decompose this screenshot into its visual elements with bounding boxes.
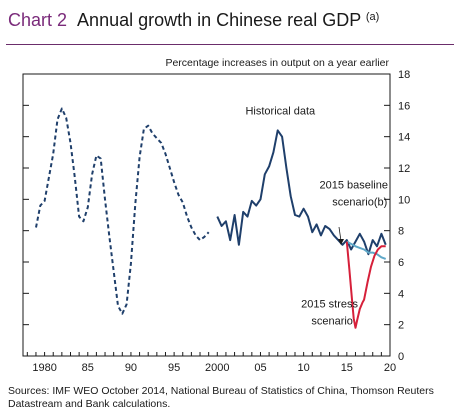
x-tick-label: 15	[341, 362, 353, 374]
x-tick-label: 10	[298, 362, 310, 374]
baseline-label-2: scenario(b)	[332, 197, 387, 209]
baseline-arrow	[338, 226, 342, 242]
title-footnote-marker: (a)	[365, 11, 380, 23]
sources-note: Sources: IMF WEO October 2014, National …	[8, 385, 434, 410]
baseline-label: 2015 baseline	[319, 179, 388, 191]
y-tick-label: 4	[398, 288, 404, 300]
x-axis: 1980 85 90 95 2000 05 10 15 20	[26, 352, 396, 374]
y-tick-label: 0	[398, 351, 404, 363]
x-tick-label: 2000	[205, 362, 229, 374]
y-tick-label: 14	[398, 132, 410, 144]
y-tick-label: 16	[398, 100, 410, 112]
x-tick-label: 95	[168, 362, 180, 374]
stress-label-2: scenario	[311, 316, 353, 328]
x-tick-label: 1980	[32, 362, 56, 374]
chart-title: Chart 2 Annual growth in Chinese real GD…	[8, 10, 379, 31]
historical-label: Historical data	[245, 106, 316, 118]
y-axis-label: Percentage increases in output on a year…	[165, 57, 389, 69]
x-tick-label: 20	[384, 362, 396, 374]
x-tick-label: 05	[254, 362, 266, 374]
chart-title-text: Annual growth in Chinese real GDP	[77, 10, 361, 30]
plot-frame	[22, 73, 391, 357]
y-tick-label: 12	[398, 163, 410, 175]
stress-label: 2015 stress	[301, 298, 358, 310]
baseline-arrowhead	[338, 239, 344, 245]
chart-number: Chart 2	[8, 10, 68, 30]
x-tick-label: 85	[82, 362, 94, 374]
y-tick-label: 6	[398, 257, 404, 269]
annotations: Historical data 2015 baseline scenario(b) 2…	[245, 106, 388, 328]
title-bar: Chart 2 Annual growth in Chinese real GD…	[6, 6, 454, 45]
series-group	[35, 107, 387, 329]
historical-dashed-line	[35, 107, 210, 315]
y-axis: 0 2 4 6 8 10 12 14 16 18	[23, 69, 410, 363]
y-tick-label: 2	[398, 320, 404, 332]
historical-solid-line	[216, 129, 387, 256]
x-tick-label: 90	[125, 362, 137, 374]
y-tick-label: 18	[398, 69, 410, 81]
stress-scenario-line	[345, 241, 386, 329]
y-tick-label: 8	[398, 226, 404, 238]
baseline-scenario-line	[346, 240, 387, 260]
y-tick-label: 10	[398, 194, 410, 206]
